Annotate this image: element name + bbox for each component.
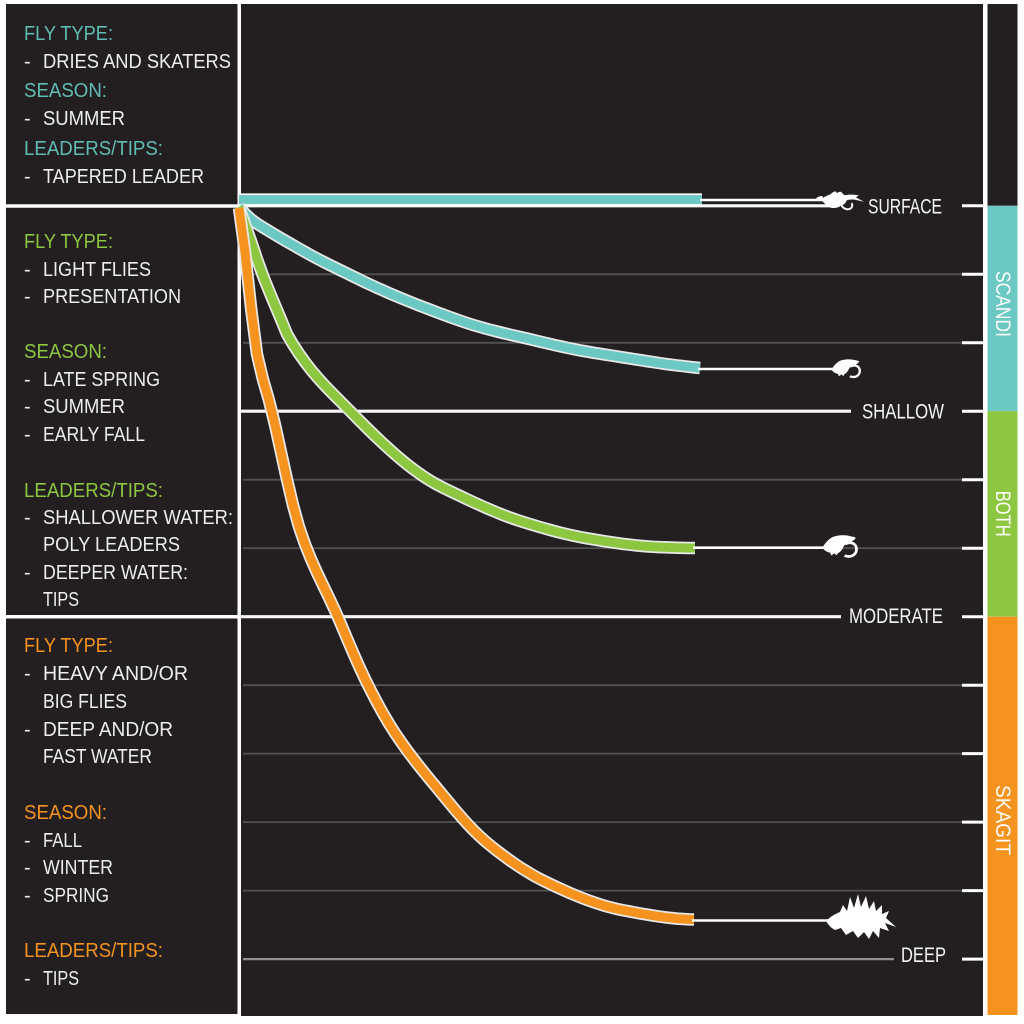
svg-text:LIGHT FLIES: LIGHT FLIES bbox=[43, 259, 151, 281]
svg-text:DEEPER WATER:: DEEPER WATER: bbox=[43, 562, 188, 584]
svg-text:MODERATE: MODERATE bbox=[849, 605, 943, 628]
svg-text:-: - bbox=[24, 663, 31, 685]
svg-text:POLY LEADERS: POLY LEADERS bbox=[43, 534, 180, 556]
svg-text:SKAGIT: SKAGIT bbox=[991, 785, 1014, 855]
svg-text:-: - bbox=[24, 857, 31, 879]
svg-text:FAST WATER: FAST WATER bbox=[43, 746, 152, 768]
svg-text:LEADERS/TIPS:: LEADERS/TIPS: bbox=[24, 480, 163, 502]
svg-text:SCANDI: SCANDI bbox=[991, 271, 1014, 337]
svg-text:-: - bbox=[24, 968, 31, 990]
svg-text:TIPS: TIPS bbox=[43, 589, 79, 611]
svg-text:LEADERS/TIPS:: LEADERS/TIPS: bbox=[24, 138, 163, 160]
svg-text:SHALLOWER WATER:: SHALLOWER WATER: bbox=[43, 507, 233, 529]
svg-text:-: - bbox=[24, 830, 31, 852]
svg-text:-: - bbox=[24, 424, 31, 446]
svg-text:BOTH: BOTH bbox=[991, 491, 1014, 537]
svg-text:DRIES AND SKATERS: DRIES AND SKATERS bbox=[43, 51, 231, 73]
svg-text:BIG FLIES: BIG FLIES bbox=[43, 691, 127, 713]
svg-text:-: - bbox=[24, 51, 31, 73]
svg-text:SPRING: SPRING bbox=[43, 885, 109, 907]
svg-text:DEEP: DEEP bbox=[901, 944, 946, 967]
svg-text:-: - bbox=[24, 369, 31, 391]
svg-text:SEASON:: SEASON: bbox=[24, 80, 107, 102]
svg-text:EARLY FALL: EARLY FALL bbox=[43, 424, 145, 446]
svg-text:LEADERS/TIPS:: LEADERS/TIPS: bbox=[24, 940, 163, 962]
svg-text:TAPERED LEADER: TAPERED LEADER bbox=[43, 166, 204, 188]
svg-text:-: - bbox=[24, 259, 31, 281]
svg-text:-: - bbox=[24, 396, 31, 418]
svg-text:-: - bbox=[24, 507, 31, 529]
svg-text:PRESENTATION: PRESENTATION bbox=[43, 286, 181, 308]
svg-text:FALL: FALL bbox=[43, 830, 82, 852]
svg-text:SEASON:: SEASON: bbox=[24, 802, 107, 824]
svg-text:TIPS: TIPS bbox=[43, 968, 79, 990]
svg-text:HEAVY AND/OR: HEAVY AND/OR bbox=[43, 663, 188, 685]
svg-text:SUMMER: SUMMER bbox=[43, 396, 125, 418]
svg-text:-: - bbox=[24, 562, 31, 584]
svg-text:-: - bbox=[24, 286, 31, 308]
svg-text:SURFACE: SURFACE bbox=[868, 195, 942, 218]
svg-text:LATE SPRING: LATE SPRING bbox=[43, 369, 160, 391]
svg-text:SHALLOW: SHALLOW bbox=[862, 401, 944, 424]
svg-text:SUMMER: SUMMER bbox=[43, 108, 125, 130]
svg-text:WINTER: WINTER bbox=[43, 857, 113, 879]
svg-text:DEEP AND/OR: DEEP AND/OR bbox=[43, 719, 173, 741]
svg-text:FLY TYPE:: FLY TYPE: bbox=[24, 635, 113, 657]
svg-text:FLY TYPE:: FLY TYPE: bbox=[24, 23, 113, 45]
svg-text:-: - bbox=[24, 885, 31, 907]
svg-text:SEASON:: SEASON: bbox=[24, 341, 107, 363]
svg-text:-: - bbox=[24, 108, 31, 130]
svg-text:-: - bbox=[24, 719, 31, 741]
svg-text:FLY TYPE:: FLY TYPE: bbox=[24, 231, 113, 253]
svg-text:-: - bbox=[24, 166, 31, 188]
